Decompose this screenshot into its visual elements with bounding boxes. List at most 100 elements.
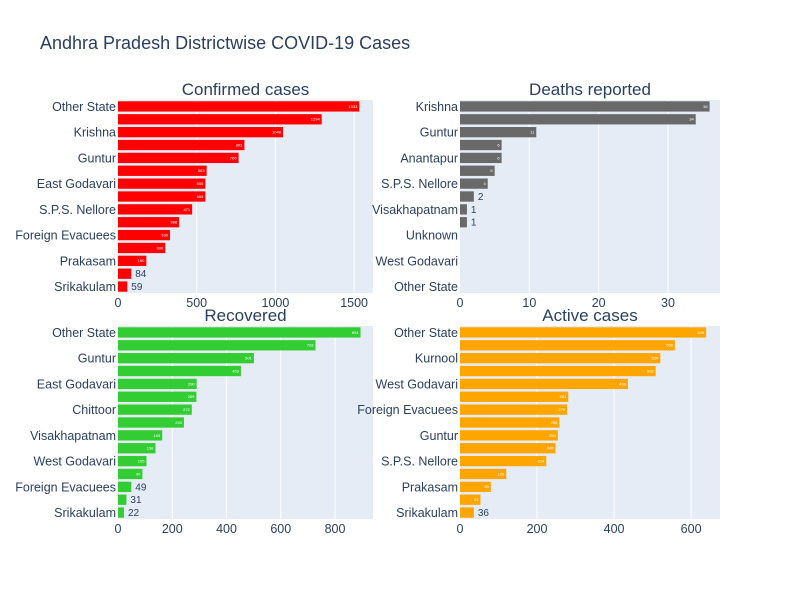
bar-data-label: 388 [170,220,177,225]
bar-data-label: 520 [652,356,659,361]
bar-data-label: 766 [230,155,237,160]
bar [118,494,127,505]
bar [118,255,147,266]
bar-data-label: 1294 [311,117,321,122]
bar-data-label: 1 [471,205,477,216]
bar-data-label: 501 [245,356,252,361]
bar-data-label: 31 [130,495,142,506]
bar [460,404,568,415]
y-tick-label: Krishna [416,100,458,114]
bar [460,430,558,441]
bar [118,404,192,415]
bar-data-label: 1533 [348,104,358,109]
bar-data-label: 300 [157,245,164,250]
y-tick-label: West Godavari [376,377,458,391]
subplot-1: Deaths reported36Krishna3411Guntur66Anan… [372,80,720,310]
bar-data-label: 36 [703,104,708,109]
bar-data-label: 290 [188,381,195,386]
bar [460,443,556,454]
bar-data-label: 180 [138,258,145,263]
y-tick-label: Krishna [74,126,116,140]
bar-data-label: 59 [131,282,143,293]
subplot-title: Active cases [542,306,637,325]
bar [118,191,206,202]
bar-data-label: 471 [183,207,190,212]
bar-data-label: 120 [498,471,505,476]
bar-data-label: 254 [549,433,556,438]
bar [118,507,124,518]
bar [118,468,143,480]
bar [118,443,156,454]
bar [118,327,361,338]
bar-data-label: 224 [538,459,545,464]
bar [118,229,170,241]
bar [460,507,474,518]
bar [118,365,241,377]
bar [460,417,560,428]
y-tick-label: Kurnool [415,352,458,366]
y-tick-label: Unknown [406,229,458,243]
bar-data-label: 555 [197,194,204,199]
bar [460,204,467,215]
bar-data-label: 2 [478,192,484,203]
bar-data-label: 563 [198,168,205,173]
x-tick-label: 0 [115,296,122,310]
y-tick-label: Visakhapatnam [30,429,116,443]
page-title: Andhra Pradesh Districtwise COVID-19 Cas… [40,33,411,53]
y-tick-label: Guntur [420,429,458,443]
bar [118,353,254,364]
bar [118,101,360,112]
bar [460,178,488,189]
bar [118,204,193,215]
bar [118,152,239,164]
bar [118,139,245,151]
bar [460,391,569,402]
y-tick-label: West Godavari [376,254,458,268]
bar [118,217,180,228]
bar-data-label: 138 [147,446,154,451]
bar [118,417,184,428]
bar-data-label: 436 [619,381,626,386]
bar-data-label: 105 [138,459,145,464]
x-tick-label: 400 [604,522,625,536]
x-tick-label: 600 [270,522,291,536]
bar-data-label: 555 [197,181,204,186]
bar-data-label: 803 [236,142,243,147]
x-tick-label: 10 [522,296,536,310]
y-tick-label: S.P.S. Nellore [381,455,458,469]
bar-data-label: 639 [697,330,704,335]
bar [460,378,628,390]
y-tick-label: Other State [394,280,458,294]
bar [118,178,206,189]
y-tick-label: Srikakulam [54,280,116,294]
y-tick-label: Other State [52,326,116,340]
y-tick-label: Foreign Evacuees [15,480,116,494]
x-tick-label: 0 [457,296,464,310]
bar [460,340,675,351]
x-tick-label: 500 [186,296,207,310]
bar-data-label: 11 [530,130,535,135]
bar-data-label: 894 [352,330,359,335]
bar-data-label: 5 [490,168,493,173]
y-tick-label: Visakhapatnam [372,203,458,217]
bar [460,101,710,112]
subplot-2: Recovered 894 Other State 728 501 Guntur 453 29… [15,306,373,536]
bar-data-label: 243 [175,420,182,425]
bar [460,152,502,164]
subplot-3: Active cases 639 Other State 558 520 Kurnool 5… [357,306,720,536]
y-tick-label: Other State [52,100,116,114]
subplot-title: Recovered [204,306,286,325]
y-tick-label: Prakasam [60,254,116,268]
bar-data-label: 289 [188,394,195,399]
bar-data-label: 36 [478,508,490,519]
y-tick-label: Guntur [78,352,116,366]
y-tick-label: Foreign Evacuees [15,229,116,243]
bar-data-label: 508 [647,368,654,373]
bar [118,430,163,441]
y-tick-label: Other State [394,326,458,340]
x-tick-label: 600 [681,522,702,536]
bar-data-label: 248 [547,446,554,451]
bar [118,114,322,125]
bar [118,165,207,176]
